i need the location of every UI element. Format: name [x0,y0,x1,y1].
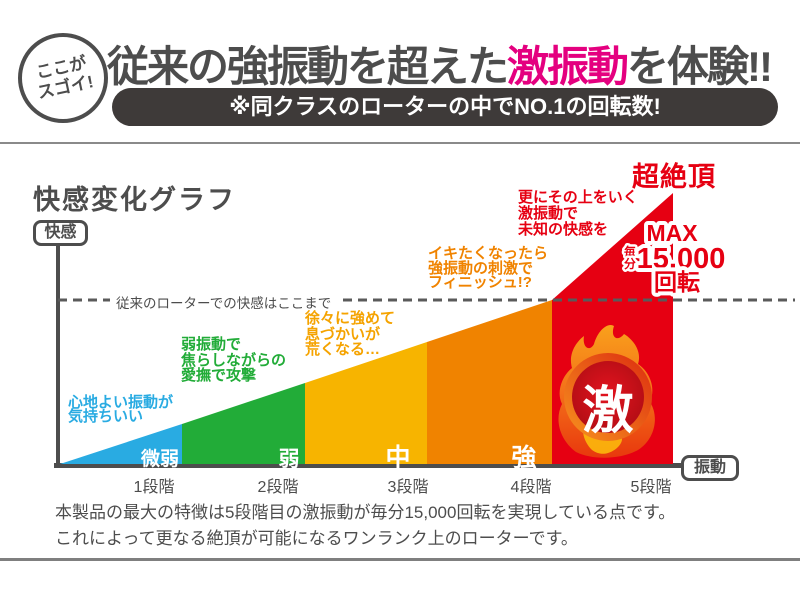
kokoga-sugoi-badge: ここが スゴイ! [18,33,108,123]
bar-step-1-bijaku [60,424,182,464]
max-badge-rpm-unit: 回転 [654,269,700,295]
step-label-4: 4段階 [510,479,552,496]
top-divider [0,142,800,144]
annotation-step-3: 徐々に強めて 息づかいが 荒くなる… [305,311,395,358]
level-label-kyou: 強 [511,444,537,472]
threshold-label: 従来のローターでの快感はここまで [110,291,338,313]
step-label-5: 5段階 [630,479,672,496]
main-title-suffix: を体験!! [627,43,773,90]
annotation-step-5-line2: 激振動で [518,205,579,222]
annotation-step-1: 心地よい振動が 気持ちいい [68,394,174,425]
max-badge-rpm-prefix-1: 毎 [624,244,636,259]
max-badge-rpm-value: 15,000 [637,243,726,275]
annotation-step-3-line3: 荒くなる… [305,341,381,358]
footer-line1: 本製品の最大の特徴は5段階目の激振動が毎分15,000回転を実現している点です。 [55,503,676,522]
annotation-step-2-line3: 愛撫で攻撃 [181,367,257,384]
x-axis [54,463,686,468]
annotation-step-3-line2: 息づかいが [305,325,381,343]
bottom-divider [0,558,800,561]
annotation-step-4-line3: フィニッシュ!? [428,274,532,291]
main-title-highlight: 激振動 [507,43,629,90]
no1-banner: ※同クラスのローターの中でNO.1の回転数! [112,88,778,126]
footer-description: 本製品の最大の特徴は5段階目の激振動が毎分15,000回転を実現している点です。… [55,500,675,552]
max-badge-word: MAX [646,220,698,246]
annotation-step-2-line1: 弱振動で [181,336,242,353]
annotation-step-5-line1: 更にその上をいく [518,189,638,206]
step-label-3: 3段階 [387,479,429,496]
geki-character: 激 [582,382,634,439]
annotation-step-4-line1: イキたくなったら [428,245,549,262]
level-label-bijaku: 微弱 [140,449,179,470]
annotation-step-2: 弱振動で 焦らしながらの 愛撫で攻撃 [181,337,286,384]
bar-step-4-kyou [427,300,552,464]
geki-circle-core [572,361,644,433]
annotation-step-4: イキたくなったら 強振動の刺激で フィニッシュ!? [428,245,549,291]
main-title-prefix: 従来の強振動を超えた [107,43,509,90]
annotation-step-5-line3: 未知の快感を [518,221,609,238]
main-title: 従来の強振動を超えた激振動を体験!! [107,33,773,94]
bar-step-2-jaku [182,383,305,464]
annotation-step-3-line1: 徐々に強めて [305,310,396,327]
level-label-jaku: 弱 [278,448,300,471]
step-label-1: 1段階 [133,479,175,496]
y-axis [56,243,60,467]
bar-step-3-chuu [305,342,427,464]
annotation-step-4-line2: 強振動の刺激で [428,259,534,277]
level-label-chuu: 中 [385,444,411,472]
max-badge-rpm-prefix-2: 分 [624,256,636,271]
annotation-step-1-line1: 心地よい振動が [68,394,174,411]
annotation-step-2-line2: 焦らしながらの [181,351,287,369]
y-axis-label-box: 快感 [33,220,88,246]
annotation-step-5: 更にその上をいく 激振動で 未知の快感を [518,190,638,238]
x-axis-label-box: 振動 [681,455,739,481]
footer-line2: これによって更なる絶頂が可能になるワンランク上のローターです。 [55,529,578,548]
annotation-step-1-line2: 気持ちいい [68,408,144,425]
chart-title: 快感変化グラフ [33,185,236,215]
peak-label: 超絶頂 [632,162,716,192]
max-rpm-badge: MAX 毎 分 15,000 回転 [621,216,729,299]
step-label-2: 2段階 [257,479,299,496]
